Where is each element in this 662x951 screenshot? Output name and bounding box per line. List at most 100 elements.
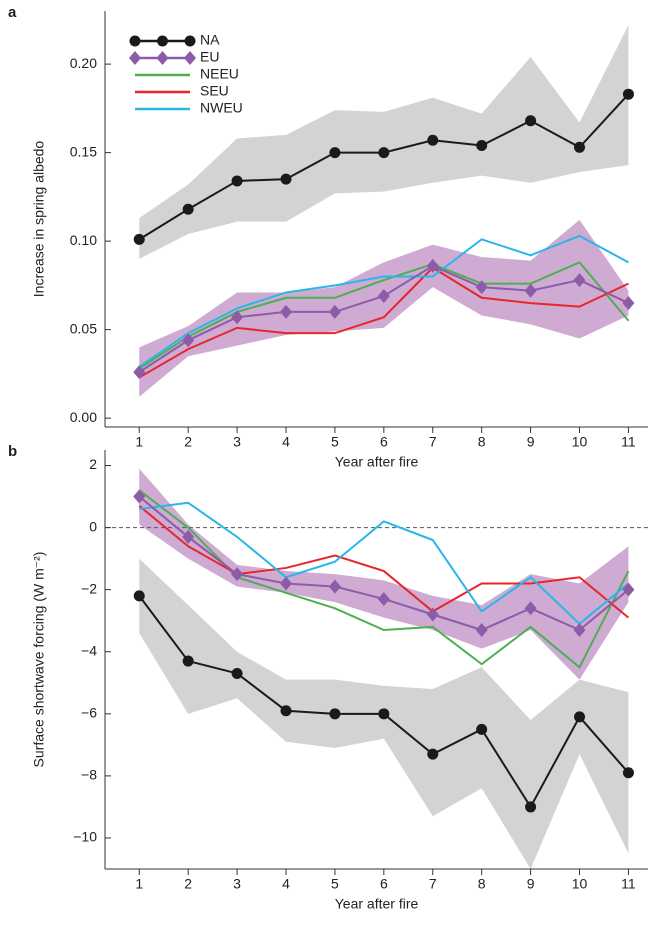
error-band xyxy=(139,25,629,259)
y-tick-label: −6 xyxy=(81,705,97,721)
point xyxy=(573,273,586,288)
point xyxy=(133,489,146,504)
point xyxy=(377,591,390,606)
y-tick-label: 0.10 xyxy=(70,232,97,248)
point xyxy=(280,705,292,717)
x-tick-label: 8 xyxy=(478,434,486,450)
point xyxy=(475,623,488,638)
x-tick-label: 10 xyxy=(572,434,588,450)
point xyxy=(475,280,488,295)
x-tick-label: 3 xyxy=(233,434,241,450)
x-tick-label: 9 xyxy=(527,876,535,892)
point xyxy=(328,579,341,594)
point xyxy=(329,708,341,720)
legend-label: NA xyxy=(200,32,220,48)
point xyxy=(133,590,145,602)
x-tick-label: 11 xyxy=(621,434,636,450)
y-tick-label: −4 xyxy=(81,642,97,658)
point xyxy=(231,175,243,187)
x-tick-label: 9 xyxy=(527,434,535,450)
y-tick-label: 2 xyxy=(89,456,97,472)
point xyxy=(426,258,439,273)
point xyxy=(622,582,635,597)
point xyxy=(280,576,292,591)
x-tick-label: 2 xyxy=(184,876,192,892)
y-tick-label: 0 xyxy=(89,518,97,534)
x-tick-label: 6 xyxy=(380,876,388,892)
point xyxy=(427,748,439,760)
error-band xyxy=(139,219,629,397)
point xyxy=(573,623,586,638)
y-tick-label: 0.20 xyxy=(70,55,97,71)
point xyxy=(280,173,292,185)
x-tick-label: 4 xyxy=(282,434,290,450)
y-tick-label: 0.05 xyxy=(70,320,97,336)
x-tick-label: 4 xyxy=(282,876,290,892)
point xyxy=(133,233,145,245)
point xyxy=(622,767,634,779)
x-tick-label: 10 xyxy=(572,876,588,892)
x-tick-label: 7 xyxy=(429,876,437,892)
point xyxy=(231,567,244,582)
point xyxy=(377,289,390,304)
point xyxy=(574,141,586,153)
point xyxy=(426,607,439,622)
series-line xyxy=(138,266,629,379)
x-tick-label: 2 xyxy=(184,434,192,450)
point xyxy=(525,115,537,127)
y-tick-label: −2 xyxy=(81,580,97,596)
point xyxy=(524,601,537,616)
series-line xyxy=(138,505,630,619)
legend-marker xyxy=(157,35,168,47)
x-tick-label: 5 xyxy=(331,434,339,450)
point xyxy=(525,801,537,813)
series-line xyxy=(138,261,630,370)
point xyxy=(427,134,439,146)
legend-label: NEEU xyxy=(200,66,239,82)
error-band xyxy=(139,468,629,680)
series-line xyxy=(138,234,629,368)
point xyxy=(231,310,244,325)
x-tick-label: 1 xyxy=(135,434,143,450)
point xyxy=(622,296,635,311)
legend-marker xyxy=(156,51,169,65)
point xyxy=(182,655,194,667)
legend-label: SEU xyxy=(200,83,229,99)
point xyxy=(574,711,586,723)
point xyxy=(329,147,341,159)
y-axis-label: Surface shortwave forcing (W m⁻²) xyxy=(31,552,47,768)
legend-marker xyxy=(184,35,196,47)
point xyxy=(182,529,195,544)
legend-label: NWEU xyxy=(200,100,243,116)
x-tick-label: 3 xyxy=(233,876,241,892)
x-tick-label: 8 xyxy=(478,876,486,892)
x-tick-label: 5 xyxy=(331,876,339,892)
y-tick-label: −8 xyxy=(81,767,97,783)
legend-label: EU xyxy=(200,49,219,65)
x-tick-label: 1 xyxy=(135,876,143,892)
legend-marker xyxy=(184,51,196,65)
legend-marker xyxy=(129,51,141,65)
point xyxy=(378,708,390,720)
x-tick-label: 11 xyxy=(621,876,636,892)
point xyxy=(182,333,195,348)
y-tick-label: 0.00 xyxy=(70,409,97,425)
y-tick-label: −10 xyxy=(73,829,97,845)
y-axis-label: Increase in spring albedo xyxy=(31,141,47,298)
point xyxy=(133,365,146,380)
point xyxy=(622,88,634,100)
x-axis-label: Year after fire xyxy=(335,896,419,912)
panel-label: a xyxy=(8,4,17,21)
series-line xyxy=(139,501,630,626)
point xyxy=(280,304,292,319)
point xyxy=(378,147,390,159)
x-axis-label: Year after fire xyxy=(335,454,419,470)
panel-label: b xyxy=(8,443,17,460)
point xyxy=(182,203,194,215)
legend-marker xyxy=(129,35,141,47)
point xyxy=(328,304,341,319)
point xyxy=(524,283,537,298)
point xyxy=(476,723,488,735)
x-tick-label: 7 xyxy=(429,434,437,450)
